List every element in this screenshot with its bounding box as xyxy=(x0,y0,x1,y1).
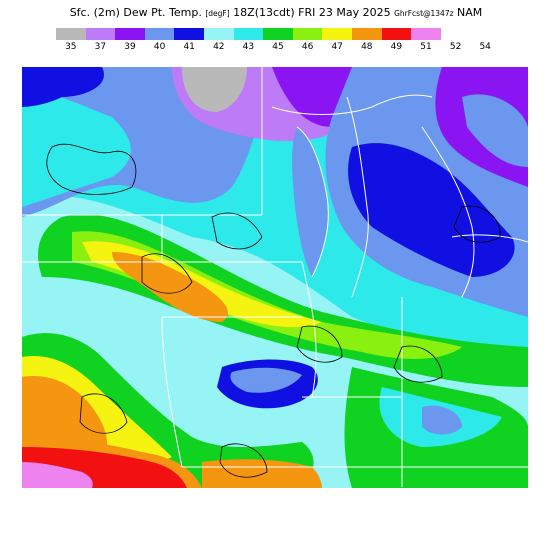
legend-label: 37 xyxy=(94,42,107,52)
title-run: 18Z(13cdt) xyxy=(233,6,295,19)
title-model: NAM xyxy=(457,6,483,19)
dewpoint-map xyxy=(22,67,528,488)
legend-label: 46 xyxy=(301,42,314,52)
border-state-il-ia xyxy=(301,261,317,398)
field-orange-core xyxy=(112,252,228,322)
legend-swatch xyxy=(203,28,234,40)
coast-lake-michigan-west xyxy=(296,126,329,278)
legend-swatch xyxy=(292,28,323,40)
legend-label: 51 xyxy=(420,42,432,52)
legend-swatch xyxy=(351,28,382,40)
field-blue-central-core xyxy=(230,367,302,393)
outline-contour-1 xyxy=(46,143,137,195)
legend-label: 48 xyxy=(361,42,373,52)
chart-title: Sfc. (2m) Dew Pt. Temp. [degF] 18Z(13cdt… xyxy=(0,6,552,19)
coast-lake-michigan-east xyxy=(346,96,369,298)
outline-contour-2 xyxy=(211,212,263,250)
legend-swatch xyxy=(411,28,441,40)
legend-swatch xyxy=(322,28,352,40)
legend-swatch xyxy=(115,28,145,40)
legend-label: 35 xyxy=(65,42,77,52)
legend-label: 54 xyxy=(479,42,491,52)
legend-labels: 35 37 39 40 41 42 43 45 46 47 48 49 51 52 54 xyxy=(56,42,516,54)
field-gray-north xyxy=(182,67,247,112)
legend-label: 47 xyxy=(331,42,343,52)
field-pink-southwest xyxy=(22,462,93,488)
field-blue-east-patch xyxy=(462,94,528,167)
outline-contour-4 xyxy=(296,325,343,363)
title-units: [degF] xyxy=(205,9,230,18)
outline-contour-7 xyxy=(453,205,501,243)
title-valid: FRI 23 May 2025 xyxy=(298,6,391,19)
field-blue-southeast xyxy=(422,405,462,435)
legend-label: 52 xyxy=(449,42,462,52)
field-dark-blue-nw xyxy=(22,67,104,107)
legend-swatch xyxy=(56,28,86,40)
border-state-ne-mo xyxy=(161,316,183,468)
legend-label: 41 xyxy=(183,42,195,52)
legend-swatch xyxy=(174,28,204,40)
legend-label: 39 xyxy=(124,42,136,52)
outline-contour-8 xyxy=(219,443,268,478)
legend-label: 42 xyxy=(213,42,225,52)
field-dark-blue-east xyxy=(348,143,515,277)
title-credit: GhrFcst@1347z xyxy=(394,9,454,18)
legend-swatch xyxy=(263,28,293,40)
legend-swatch xyxy=(381,28,412,40)
coast-lake-superior xyxy=(271,94,433,115)
legend-swatch xyxy=(233,28,264,40)
legend-label: 43 xyxy=(242,42,255,52)
title-main: Sfc. (2m) Dew Pt. Temp. xyxy=(69,6,202,19)
outline-contour-3 xyxy=(141,253,193,294)
map-canvas xyxy=(22,67,528,488)
legend-swatch xyxy=(144,28,175,40)
legend-label: 40 xyxy=(153,42,166,52)
coast-lake-huron xyxy=(421,126,475,298)
outline-contour-5 xyxy=(393,345,443,383)
field-orange-south-central xyxy=(202,459,322,488)
outline-contour-6 xyxy=(79,393,128,434)
color-legend xyxy=(56,28,441,40)
legend-swatch xyxy=(85,28,116,40)
field-cyan-nw-patch xyxy=(22,94,131,207)
legend-label: 45 xyxy=(272,42,284,52)
coast-lake-erie xyxy=(451,234,528,243)
legend-label: 49 xyxy=(390,42,403,52)
